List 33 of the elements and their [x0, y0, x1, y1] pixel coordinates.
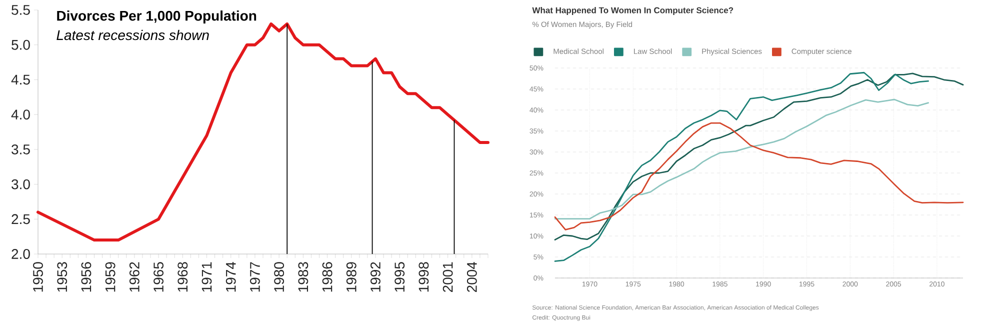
x-tick-label: 1980 [274, 262, 284, 292]
y-tick-label: 5.0 [12, 40, 30, 50]
x-tick-label: 1959 [105, 262, 116, 292]
x-tick-label: 2001 [442, 262, 453, 292]
chart-title: What Happened To Women In Computer Science? [532, 7, 734, 15]
y-tick-label: 3.0 [12, 179, 30, 190]
y-tick-label: 4.5 [11, 74, 30, 85]
x-tick-label: 1983 [298, 262, 308, 292]
x-tick-label: 1962 [129, 262, 140, 292]
y-tick-label: 4.0 [11, 110, 30, 120]
x-tick-label: 1977 [250, 262, 260, 292]
x-tick-label: 1974 [226, 262, 236, 292]
x-tick-label: 1989 [346, 262, 356, 292]
x-tick-label: 1953 [57, 262, 68, 292]
line-series [554, 72, 964, 240]
line-series [554, 72, 929, 262]
y-tick-label: 5.5 [12, 5, 30, 15]
y-tick-label: 2.0 [12, 249, 30, 259]
x-tick-label: 1950 [33, 262, 43, 292]
y-tick-label: 2.5 [12, 214, 30, 224]
x-tick-label: 1971 [202, 262, 212, 292]
x-tick-label: 1956 [81, 262, 92, 292]
x-tick-label: 1965 [154, 262, 164, 292]
x-tick-label: 1995 [394, 262, 405, 292]
line-series [554, 122, 964, 230]
x-tick-label: 2004 [466, 262, 477, 292]
text: Latest recessions shown [56, 30, 209, 40]
x-tick-label: 1986 [322, 262, 332, 292]
y-tick-label: 3.5 [12, 144, 30, 154]
x-tick-label: 1968 [178, 262, 188, 292]
x-tick-label: 1998 [418, 262, 429, 292]
x-tick-label: 1992 [370, 262, 380, 292]
chart-title: Divorces Per 1,000 Population [57, 10, 256, 24]
